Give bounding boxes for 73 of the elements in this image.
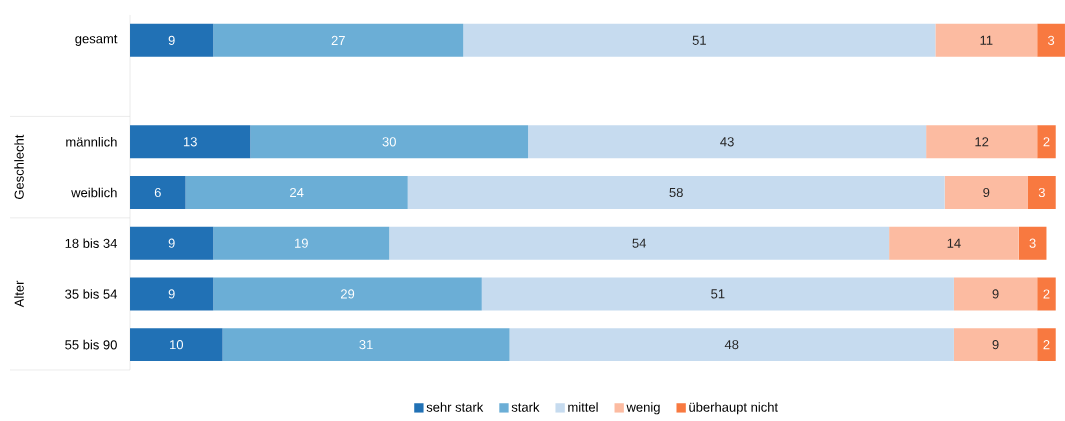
bar — [130, 23, 214, 57]
bar — [481, 277, 954, 311]
legend-label: stark — [511, 402, 540, 412]
data-label: 9 — [168, 35, 175, 45]
bar — [889, 226, 1019, 260]
data-label: 3 — [1038, 187, 1045, 198]
bar — [528, 125, 927, 159]
data-label: 2 — [1043, 289, 1050, 299]
legend-label: sehr stark — [426, 402, 484, 412]
bar — [463, 23, 936, 57]
data-label: 10 — [170, 340, 184, 350]
text: Geschlecht — [14, 134, 24, 200]
bar — [953, 277, 1038, 311]
bar — [509, 328, 954, 362]
data-label: 11 — [980, 35, 993, 45]
bar — [130, 125, 251, 159]
legend-label: überhaupt nicht — [689, 402, 778, 415]
data-label: 30 — [382, 137, 396, 147]
data-label: 2 — [1043, 340, 1050, 350]
data-label: 54 — [632, 238, 647, 248]
bar — [185, 176, 408, 209]
data-label: 9 — [992, 289, 999, 299]
data-label: 3 — [1047, 35, 1055, 45]
bar — [130, 176, 186, 209]
bar — [926, 125, 1038, 159]
data-label: 31 — [359, 340, 373, 350]
text: Alter — [14, 280, 24, 308]
bar — [407, 176, 945, 209]
bar — [213, 277, 482, 311]
data-label: 43 — [720, 137, 734, 147]
bar — [222, 328, 510, 362]
data-label: 58 — [669, 187, 683, 198]
bar — [130, 226, 214, 260]
data-label: 2 — [1043, 137, 1050, 147]
data-label: 19 — [295, 238, 308, 248]
data-label: 9 — [983, 187, 990, 198]
bar — [250, 125, 529, 159]
bar — [935, 23, 1038, 57]
bar — [130, 328, 223, 362]
bar — [1018, 226, 1047, 260]
data-label: 14 — [947, 238, 961, 248]
data-label: 51 — [692, 35, 706, 45]
y-tick-label: 35 bis 54 — [65, 289, 118, 299]
data-label: 51 — [711, 289, 725, 299]
data-label: 29 — [340, 289, 355, 299]
bar — [1037, 23, 1065, 57]
data-label: 27 — [331, 35, 345, 45]
bar — [1037, 328, 1056, 362]
y-tick-label: männlich — [66, 137, 117, 147]
bar — [953, 328, 1038, 362]
data-label: 48 — [724, 340, 739, 350]
y-tick-label: gesamt — [75, 34, 118, 46]
data-label: 12 — [975, 137, 989, 147]
y-tick-label: 55 bis 90 — [65, 339, 117, 350]
bar — [944, 176, 1028, 209]
data-label: 13 — [183, 137, 197, 147]
data-label: 9 — [992, 340, 999, 350]
y-tick-label: 18 bis 34 — [65, 238, 118, 248]
legend-label: wenig — [626, 402, 660, 415]
bar — [1037, 125, 1056, 159]
bar — [213, 226, 390, 260]
bar — [1027, 176, 1056, 209]
data-label: 9 — [168, 289, 175, 299]
legend-label: mittel — [568, 402, 598, 412]
data-label: 3 — [1029, 238, 1036, 248]
data-label: 24 — [290, 187, 304, 198]
bar — [130, 277, 214, 311]
data-label: 6 — [154, 187, 161, 198]
bar — [1037, 277, 1056, 311]
y-tick-label: weiblich — [71, 187, 117, 198]
data-label: 9 — [168, 238, 175, 248]
bar — [213, 23, 464, 57]
bar — [389, 226, 890, 260]
